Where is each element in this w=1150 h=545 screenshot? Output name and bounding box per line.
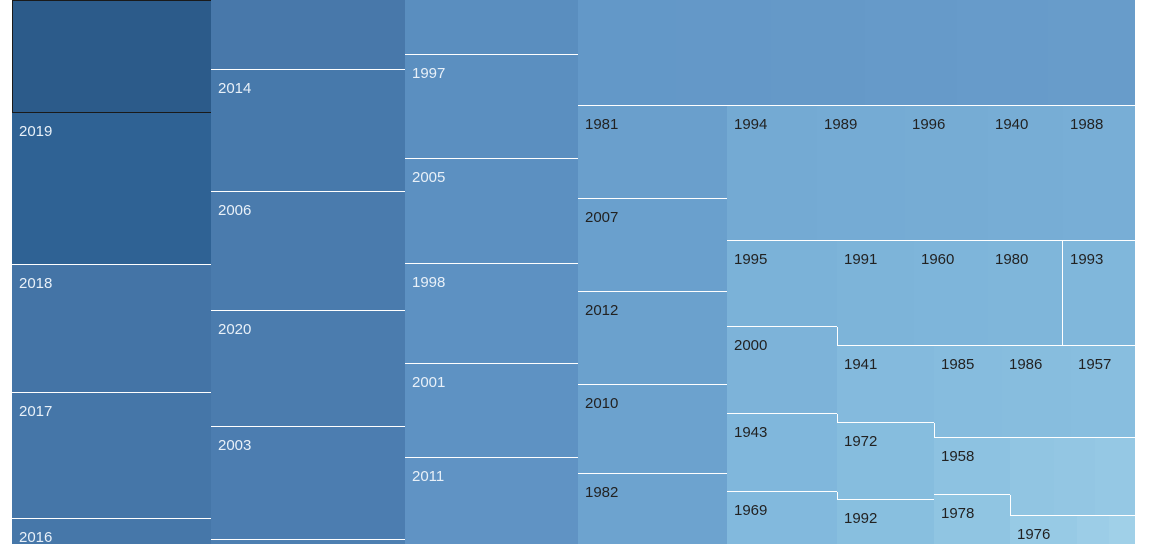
- treemap-tile[interactable]: 2005: [405, 159, 579, 264]
- tile-label: 2005: [412, 169, 446, 186]
- treemap-tile[interactable]: 1957: [1071, 346, 1136, 438]
- tile-label: 1981: [585, 116, 619, 133]
- treemap-tile[interactable]: [12, 0, 212, 113]
- tile-label: 2006: [218, 202, 252, 219]
- tile-label: 2000: [734, 337, 768, 354]
- tile-label: 1996: [912, 116, 946, 133]
- tile-label: 1997: [412, 65, 446, 82]
- tile-label: 1985: [941, 356, 975, 373]
- treemap-tile[interactable]: 2006: [211, 192, 406, 311]
- treemap-tile[interactable]: [405, 0, 579, 55]
- tile-label: 1993: [1070, 251, 1104, 268]
- tile-label: 1995: [734, 251, 768, 268]
- treemap-tile[interactable]: 1985: [934, 346, 1003, 438]
- treemap-tile[interactable]: 2019: [12, 113, 212, 265]
- tile-label: 1986: [1009, 356, 1043, 373]
- tile-label: 1998: [412, 274, 446, 291]
- treemap-tile[interactable]: 2003: [211, 427, 406, 540]
- treemap-tile[interactable]: 1996: [905, 106, 989, 241]
- treemap-tile[interactable]: [1010, 438, 1055, 516]
- tile-label: 1992: [844, 510, 878, 527]
- treemap-tile[interactable]: [865, 0, 958, 106]
- tile-label: 1978: [941, 505, 975, 522]
- tile-label: 2010: [585, 395, 619, 412]
- treemap-tile[interactable]: 1989: [817, 106, 906, 241]
- tile-label: 1980: [995, 251, 1029, 268]
- treemap-tile[interactable]: 2011: [405, 458, 579, 545]
- treemap-tile[interactable]: [676, 0, 772, 106]
- treemap-tile[interactable]: 2018: [12, 265, 212, 393]
- treemap-tile[interactable]: 2017: [12, 393, 212, 519]
- tile-label: 2012: [585, 302, 619, 319]
- treemap-tile[interactable]: [578, 0, 677, 106]
- treemap-tile[interactable]: 1941: [837, 346, 935, 423]
- treemap-tile[interactable]: [771, 0, 866, 106]
- treemap-tile[interactable]: 1958: [934, 438, 1011, 495]
- treemap-tile[interactable]: 1981: [578, 106, 728, 199]
- tile-label: 2018: [19, 275, 53, 292]
- tile-label: 2014: [218, 80, 252, 97]
- treemap-tile[interactable]: [1048, 0, 1136, 106]
- treemap-tile[interactable]: 1960: [914, 241, 989, 346]
- treemap-tile[interactable]: 1988: [1063, 106, 1136, 241]
- treemap-tile[interactable]: 1986: [1002, 346, 1072, 438]
- treemap-tile[interactable]: 1978: [934, 495, 1011, 545]
- tile-label: 2001: [412, 374, 446, 391]
- treemap-tile[interactable]: [1054, 438, 1096, 516]
- tile-label: 2017: [19, 403, 53, 420]
- treemap-tile[interactable]: [1077, 516, 1110, 545]
- tile-label: 1957: [1078, 356, 1112, 373]
- treemap-tile[interactable]: [1109, 516, 1136, 545]
- tile-label: 1991: [844, 251, 878, 268]
- treemap-tile[interactable]: 1995: [727, 241, 838, 327]
- tile-label: 1960: [921, 251, 955, 268]
- treemap-tile[interactable]: 2007: [578, 199, 728, 292]
- tile-label: 1941: [844, 356, 878, 373]
- treemap-tile[interactable]: 1998: [405, 264, 579, 364]
- tile-label: 1969: [734, 502, 768, 519]
- tile-label: 1994: [734, 116, 768, 133]
- tile-label: 2016: [19, 529, 53, 545]
- treemap-tile[interactable]: 1976: [1010, 516, 1078, 545]
- tile-label: 1943: [734, 424, 768, 441]
- tile-label: 1982: [585, 484, 619, 501]
- tile-label: 1972: [844, 433, 878, 450]
- treemap-tile[interactable]: 2000: [727, 327, 838, 414]
- treemap-tile[interactable]: 2014: [211, 70, 406, 192]
- treemap-tile[interactable]: [1095, 438, 1136, 516]
- treemap-tile[interactable]: 1991: [837, 241, 915, 346]
- tile-label: 1940: [995, 116, 1029, 133]
- treemap-tile[interactable]: 1992: [837, 500, 935, 545]
- treemap-tile[interactable]: 1980: [988, 241, 1063, 346]
- treemap-tile[interactable]: 2012: [578, 292, 728, 385]
- treemap-tile[interactable]: 2020: [211, 311, 406, 427]
- tile-label: 2011: [412, 468, 445, 485]
- tile-label: 1958: [941, 448, 975, 465]
- tile-label: 1989: [824, 116, 858, 133]
- treemap-tile[interactable]: 1972: [837, 423, 935, 500]
- tile-label: 2003: [218, 437, 252, 454]
- treemap-tile[interactable]: 1994: [727, 106, 818, 241]
- tile-label: 2007: [585, 209, 619, 226]
- treemap-tile[interactable]: 1982: [578, 474, 728, 545]
- treemap-tile[interactable]: [211, 0, 406, 70]
- treemap-tile[interactable]: 2010: [578, 385, 728, 474]
- treemap-tile[interactable]: 1943: [727, 414, 838, 492]
- tile-label: 1988: [1070, 116, 1104, 133]
- treemap-tile[interactable]: 2001: [405, 364, 579, 458]
- tile-label: 2020: [218, 321, 252, 338]
- treemap-tile[interactable]: [211, 540, 406, 545]
- treemap-tile[interactable]: 1969: [727, 492, 838, 545]
- treemap-tile[interactable]: 2016: [12, 519, 212, 545]
- treemap-tile[interactable]: 1993: [1063, 241, 1136, 346]
- treemap-tile[interactable]: 1997: [405, 55, 579, 159]
- tile-label: 2019: [19, 123, 53, 140]
- treemap-tile[interactable]: 1940: [988, 106, 1064, 241]
- tile-label: 1976: [1017, 526, 1051, 543]
- treemap-tile[interactable]: [957, 0, 1049, 106]
